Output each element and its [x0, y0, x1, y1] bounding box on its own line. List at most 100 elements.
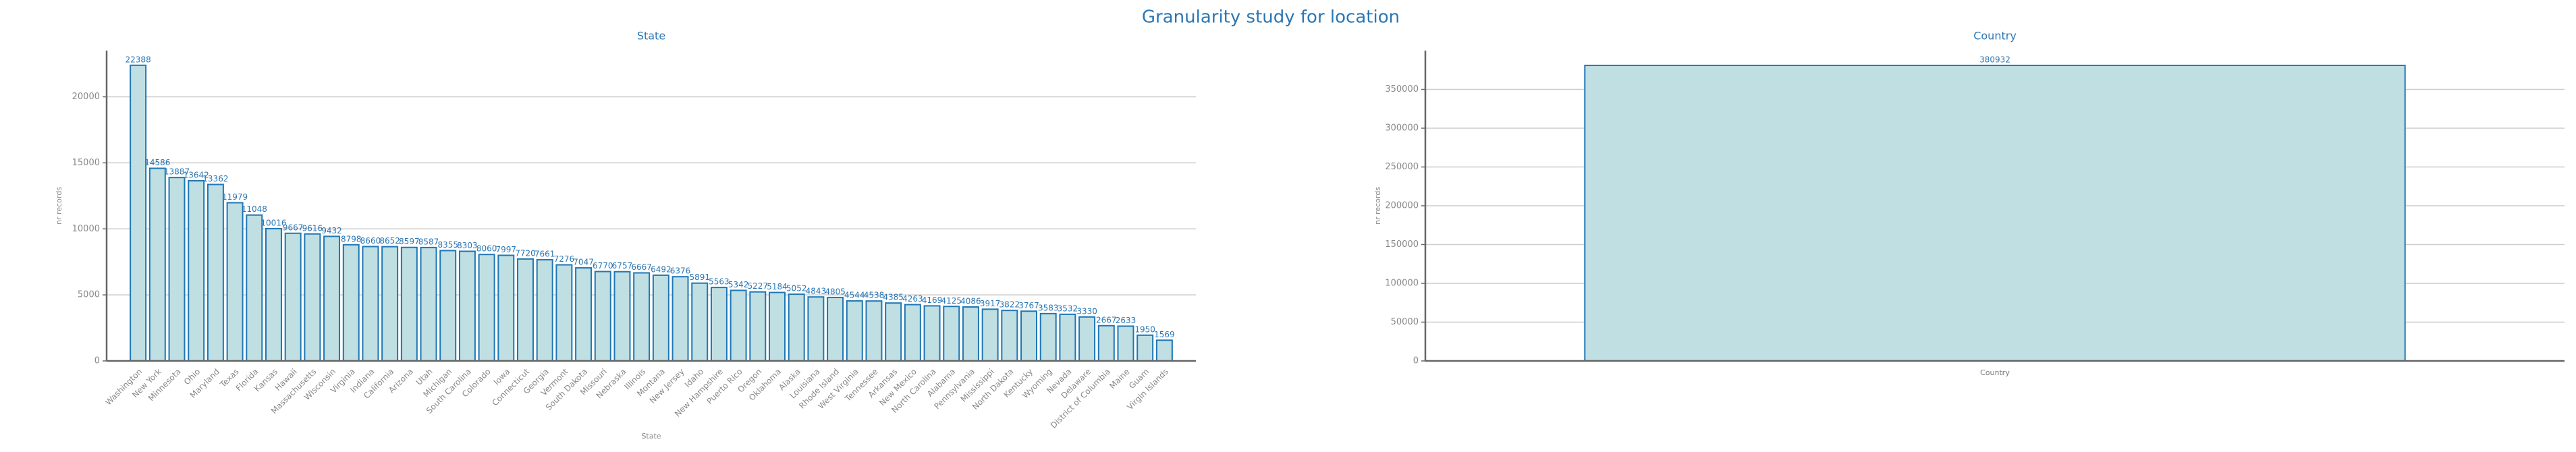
bar: [1136, 334, 1154, 362]
value-label: 4544: [844, 291, 865, 300]
value-label: 4385: [883, 293, 904, 302]
bar: [148, 167, 166, 362]
bar: [439, 250, 457, 362]
y-tick-label: 0: [1413, 356, 1419, 366]
bar: [1020, 310, 1037, 362]
x-axis-label: State: [641, 432, 661, 441]
y-axis-label: nr records: [55, 187, 63, 225]
bar: [710, 287, 728, 362]
y-tick-label: 200000: [1385, 201, 1419, 211]
value-label: 10016: [261, 218, 286, 227]
bar: [788, 293, 805, 362]
value-label: 8798: [341, 234, 362, 244]
value-label: 5563: [709, 277, 730, 287]
bar: [323, 235, 341, 362]
bar: [381, 246, 399, 362]
value-label: 9432: [321, 226, 342, 235]
y-tick-label: 250000: [1385, 162, 1419, 172]
bar: [265, 227, 282, 362]
bar: [1155, 339, 1173, 362]
bar: [226, 202, 244, 362]
value-label: 13887: [164, 167, 190, 177]
value-label: 4263: [902, 294, 923, 304]
x-axis-label: Country: [1980, 368, 2010, 377]
value-label: 7276: [554, 254, 575, 264]
bar: [575, 267, 593, 362]
value-label: 6770: [593, 261, 613, 271]
bar: [749, 291, 767, 362]
value-label: 7047: [573, 258, 594, 267]
bar: [846, 300, 863, 362]
value-label: 4538: [864, 291, 885, 300]
bar: [1059, 313, 1076, 362]
x-tick-label: Country: [1980, 368, 2010, 377]
bar: [1078, 316, 1096, 362]
bar: [478, 254, 495, 362]
y-tick-label: 150000: [1385, 239, 1419, 250]
y-tick-label: 20000: [72, 92, 100, 102]
x-tick-label: Maine: [1107, 367, 1131, 391]
bar: [207, 183, 224, 362]
bar: [536, 259, 553, 362]
bar: [362, 246, 379, 362]
value-label: 5227: [748, 281, 769, 291]
value-label: 11979: [222, 192, 248, 202]
y-tick-label: 50000: [1391, 317, 1419, 327]
bar: [497, 254, 515, 362]
y-tick-label: 10000: [72, 224, 100, 234]
bar: [904, 304, 921, 362]
bar: [1584, 64, 2406, 362]
bar: [885, 302, 902, 362]
value-label: 8587: [418, 237, 439, 246]
bar: [1117, 325, 1134, 362]
bar: [923, 305, 941, 362]
value-label: 6492: [651, 264, 672, 274]
bar: [458, 250, 476, 362]
value-label: 3330: [1076, 306, 1097, 316]
value-label: 11048: [242, 204, 267, 214]
value-label: 8060: [476, 244, 497, 254]
bar: [769, 291, 786, 362]
y-axis-label: nr records: [1373, 187, 1382, 225]
value-label: 4169: [922, 295, 943, 305]
value-label: 22388: [126, 55, 151, 64]
bar: [1039, 312, 1057, 362]
value-label: 8660: [360, 236, 381, 246]
bar: [943, 306, 960, 362]
y-tick-label: 0: [94, 356, 100, 366]
subplot-title: Country: [1973, 30, 2017, 43]
bar: [188, 179, 205, 362]
value-label: 6757: [612, 261, 633, 271]
value-label: 5891: [689, 273, 710, 282]
bar: [342, 244, 360, 362]
value-label: 7720: [515, 248, 536, 258]
value-label: 1569: [1154, 330, 1175, 339]
value-label: 7661: [535, 250, 555, 259]
bar: [613, 271, 631, 362]
value-label: 8355: [437, 240, 458, 250]
bar: [691, 282, 709, 362]
bar: [1001, 310, 1018, 362]
value-label: 4125: [941, 296, 962, 306]
value-label: 8652: [379, 236, 400, 246]
value-label: 380932: [1979, 55, 2010, 64]
value-label: 13642: [184, 170, 209, 179]
bar: [827, 296, 844, 362]
bar: [807, 296, 825, 362]
value-label: 4843: [806, 287, 827, 296]
y-tick-label: 350000: [1385, 84, 1419, 94]
bar: [672, 276, 689, 362]
value-label: 2667: [1096, 315, 1117, 324]
y-tick-label: 5000: [78, 290, 100, 300]
value-label: 6667: [631, 262, 652, 272]
bar: [130, 64, 147, 362]
bar: [962, 306, 979, 362]
value-label: 14586: [144, 158, 170, 167]
value-label: 5342: [728, 280, 749, 289]
bar: [420, 246, 437, 362]
value-label: 5052: [786, 284, 807, 293]
value-label: 8303: [457, 241, 478, 250]
y-tick-label: 100000: [1385, 279, 1419, 289]
bar: [865, 300, 883, 362]
